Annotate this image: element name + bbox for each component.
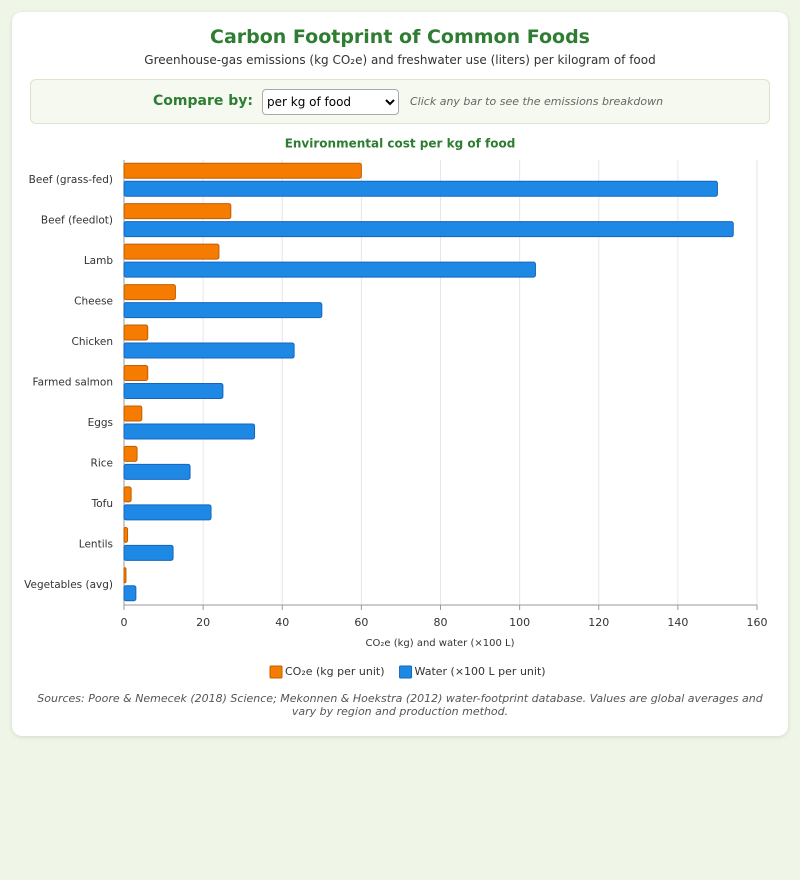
card: Carbon Footprint of Common Foods Greenho… xyxy=(12,12,788,736)
y-tick-label: Farmed salmon xyxy=(33,377,113,389)
x-axis-label: CO₂e (kg) and water (×100 L) xyxy=(366,638,515,649)
controls: Compare by: per kg of food Click any bar… xyxy=(30,79,770,124)
y-tick-label: Vegetables (avg) xyxy=(24,579,113,591)
x-tick-label: 160 xyxy=(747,616,768,629)
legend-swatch xyxy=(269,665,283,679)
bar[interactable] xyxy=(123,463,191,480)
x-tick-label: 140 xyxy=(667,616,688,629)
legend-swatch xyxy=(399,665,413,679)
x-tick-label: 40 xyxy=(275,616,289,629)
bar[interactable] xyxy=(123,203,232,220)
bar[interactable] xyxy=(123,526,129,543)
x-tick-label: 20 xyxy=(196,616,210,629)
bar[interactable] xyxy=(123,423,256,440)
bar[interactable] xyxy=(123,405,143,422)
y-tick-label: Eggs xyxy=(88,417,113,429)
page-title: Carbon Footprint of Common Foods xyxy=(210,26,590,48)
bar[interactable] xyxy=(123,585,137,602)
bar[interactable] xyxy=(123,302,323,319)
x-tick-label: 80 xyxy=(434,616,448,629)
y-tick-label: Beef (feedlot) xyxy=(41,215,113,227)
compare-label: Compare by: xyxy=(153,93,253,109)
y-tick-label: Chicken xyxy=(72,336,114,348)
page-subtitle: Greenhouse-gas emissions (kg CO₂e) and f… xyxy=(144,53,656,67)
x-tick-label: 0 xyxy=(121,616,128,629)
bar[interactable] xyxy=(123,342,295,359)
y-tick-label: Rice xyxy=(91,457,113,469)
bar[interactable] xyxy=(123,261,536,278)
bar[interactable] xyxy=(123,162,362,179)
bar[interactable] xyxy=(123,383,224,399)
y-tick-label: Cheese xyxy=(74,296,113,308)
y-tick-label: Lamb xyxy=(84,255,114,267)
bar[interactable] xyxy=(123,544,174,561)
chart-title: Environmental cost per kg of food xyxy=(285,137,516,151)
y-tick-label: Tofu xyxy=(91,498,113,510)
legend-label: CO₂e (kg per unit) xyxy=(285,665,385,678)
bar[interactable] xyxy=(123,504,212,521)
x-tick-label: 100 xyxy=(509,616,530,629)
bar[interactable] xyxy=(123,243,220,260)
bar[interactable] xyxy=(123,221,734,238)
bar[interactable] xyxy=(123,365,149,381)
sources: Sources: Poore & Nemecek (2018) Science;… xyxy=(37,692,763,718)
y-tick-label: Beef (grass-fed) xyxy=(29,174,113,186)
compare-select[interactable]: per kg of food xyxy=(262,89,399,115)
bar[interactable] xyxy=(123,284,176,301)
bar[interactable] xyxy=(123,180,718,197)
chart: Environmental cost per kg of food CO₂e (… xyxy=(24,137,768,679)
x-tick-label: 120 xyxy=(588,616,609,629)
bar[interactable] xyxy=(123,486,132,503)
bar[interactable] xyxy=(123,324,149,341)
y-tick-label: Lentils xyxy=(79,538,113,550)
legend-label: Water (×100 L per unit) xyxy=(415,665,546,678)
bar[interactable] xyxy=(123,445,138,462)
bar[interactable] xyxy=(123,567,127,584)
x-tick-label: 60 xyxy=(354,616,368,629)
hint: Click any bar to see the emissions break… xyxy=(410,95,664,108)
